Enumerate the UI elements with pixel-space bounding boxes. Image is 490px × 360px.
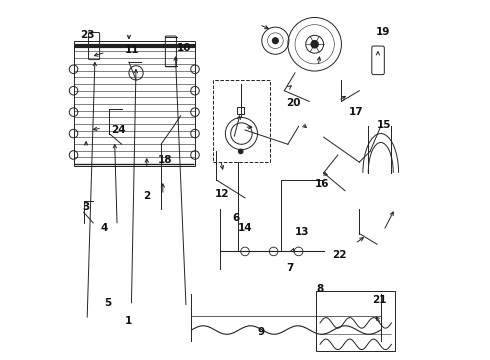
Text: 19: 19 bbox=[375, 27, 390, 37]
Circle shape bbox=[311, 41, 318, 48]
Text: 18: 18 bbox=[157, 156, 172, 165]
Text: 16: 16 bbox=[315, 179, 329, 189]
Text: 8: 8 bbox=[317, 284, 323, 294]
Text: 5: 5 bbox=[104, 298, 111, 308]
Text: 13: 13 bbox=[295, 227, 309, 237]
Text: 7: 7 bbox=[286, 262, 294, 273]
Text: 11: 11 bbox=[125, 45, 140, 55]
Text: 21: 21 bbox=[372, 295, 386, 305]
Text: 3: 3 bbox=[82, 202, 90, 212]
Text: 10: 10 bbox=[177, 43, 192, 53]
Text: 24: 24 bbox=[111, 125, 125, 135]
Text: 17: 17 bbox=[348, 107, 363, 117]
Bar bbox=[317, 291, 395, 351]
Circle shape bbox=[272, 38, 278, 44]
Text: 2: 2 bbox=[143, 191, 150, 201]
Bar bbox=[213, 80, 270, 162]
Text: 14: 14 bbox=[238, 223, 252, 233]
Text: 22: 22 bbox=[332, 250, 347, 260]
Circle shape bbox=[239, 149, 243, 154]
Text: 6: 6 bbox=[232, 212, 240, 222]
Text: 15: 15 bbox=[377, 120, 392, 130]
Bar bbox=[237, 107, 245, 114]
Text: 9: 9 bbox=[258, 327, 265, 337]
Text: 12: 12 bbox=[215, 189, 229, 199]
Text: 1: 1 bbox=[125, 316, 132, 326]
Text: 4: 4 bbox=[100, 223, 108, 233]
Bar bbox=[74, 41, 195, 166]
Text: 23: 23 bbox=[80, 30, 95, 40]
Text: 20: 20 bbox=[286, 98, 300, 108]
